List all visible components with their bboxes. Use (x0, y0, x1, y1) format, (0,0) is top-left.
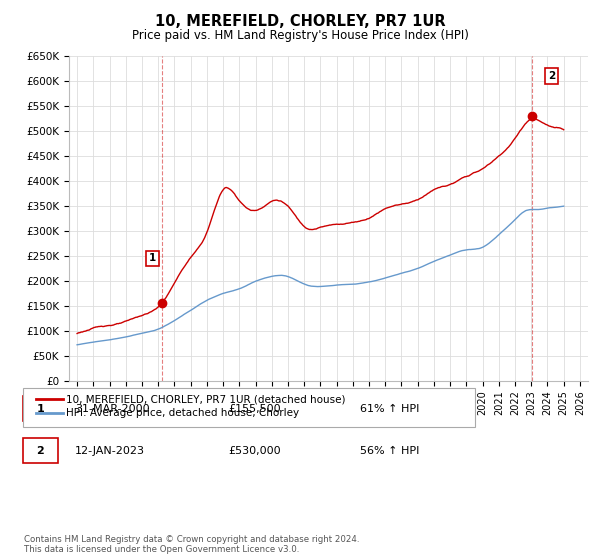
Text: £155,500: £155,500 (228, 404, 281, 414)
Text: 10, MEREFIELD, CHORLEY, PR7 1UR: 10, MEREFIELD, CHORLEY, PR7 1UR (155, 14, 445, 29)
Text: 31-MAR-2000: 31-MAR-2000 (75, 404, 149, 414)
Text: 1: 1 (149, 253, 156, 263)
Text: £530,000: £530,000 (228, 446, 281, 456)
Text: 56% ↑ HPI: 56% ↑ HPI (360, 446, 419, 456)
Text: Contains HM Land Registry data © Crown copyright and database right 2024.
This d: Contains HM Land Registry data © Crown c… (24, 535, 359, 554)
Text: Price paid vs. HM Land Registry's House Price Index (HPI): Price paid vs. HM Land Registry's House … (131, 29, 469, 42)
Text: 1: 1 (37, 404, 44, 414)
Text: 61% ↑ HPI: 61% ↑ HPI (360, 404, 419, 414)
Text: 10, MEREFIELD, CHORLEY, PR7 1UR (detached house): 10, MEREFIELD, CHORLEY, PR7 1UR (detache… (66, 394, 346, 404)
Text: HPI: Average price, detached house, Chorley: HPI: Average price, detached house, Chor… (66, 408, 299, 418)
Text: 2: 2 (37, 446, 44, 456)
Text: 2: 2 (548, 71, 555, 81)
Text: 12-JAN-2023: 12-JAN-2023 (75, 446, 145, 456)
